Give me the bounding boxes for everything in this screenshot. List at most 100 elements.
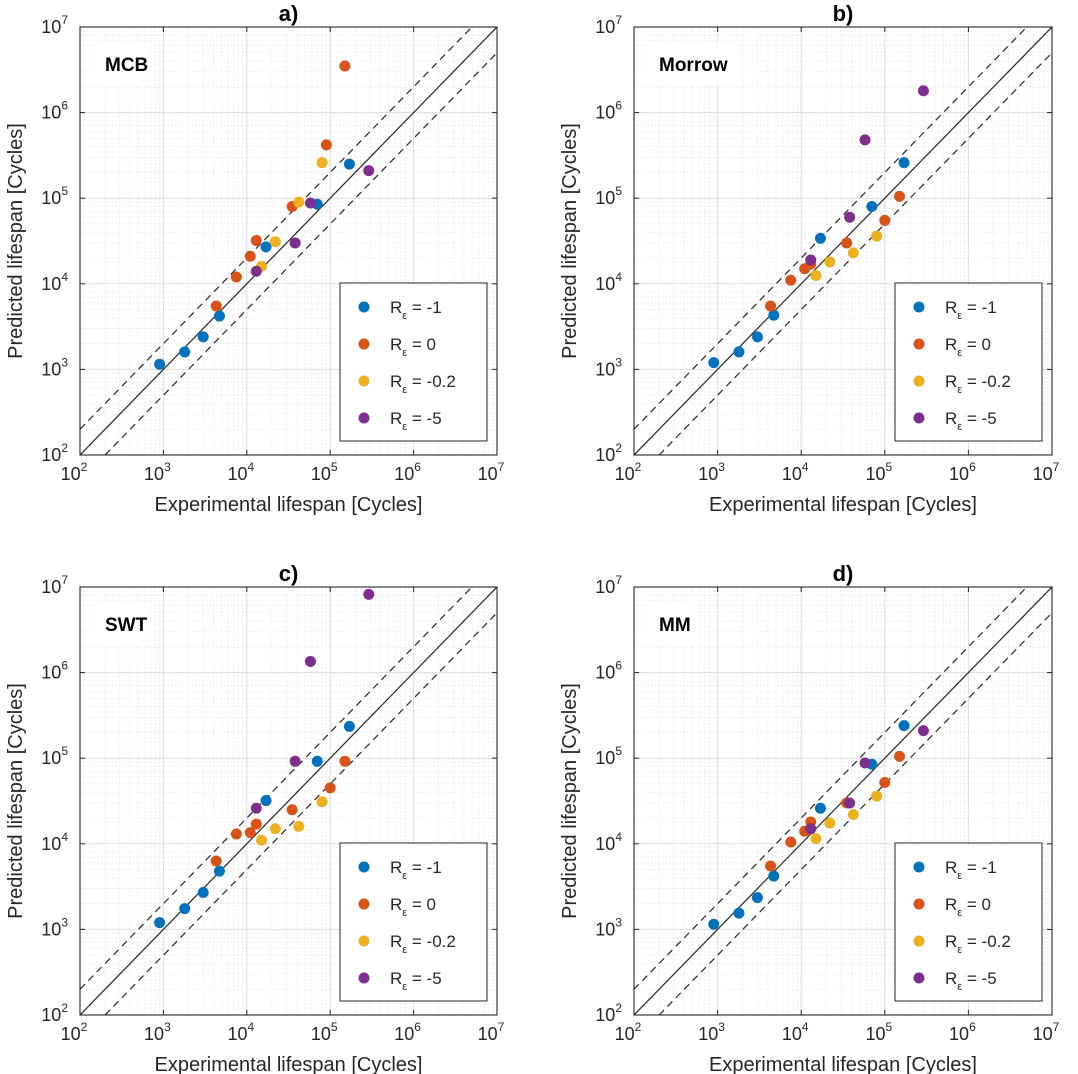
data-point-series-2 [286,804,298,816]
data-point-series-1 [154,358,166,370]
legend-entry: Rε = -1 [390,858,442,882]
legend-marker [913,972,925,984]
legend: Rε = -1Rε = 0Rε = -0.2Rε = -5 [894,842,1043,1002]
tick-exponent: 5 [61,744,68,758]
panel-title: b) [833,1,854,26]
legend-marker [913,935,925,947]
data-point-series-1 [343,158,355,170]
tick-base: 10 [61,1024,81,1044]
y-axis-label: Predicted lifespan [Cycles] [5,123,27,359]
panel-title: d) [833,561,854,586]
tick-exponent: 6 [414,460,421,474]
data-point-series-2 [320,139,332,151]
lower-band-line [104,611,497,1015]
legend-name: R [390,858,402,877]
legend-subscript: ε [402,981,407,993]
identity-line [80,587,497,1015]
data-point-series-4 [844,211,856,223]
tick-exponent: 3 [61,355,68,369]
tick-base: 10 [865,464,885,484]
method-label-bg [94,603,151,645]
y-tick-label: 107 [595,13,622,37]
data-point-series-2 [250,818,262,830]
legend-value: = -0.2 [407,372,456,391]
legend-marker [358,301,370,313]
data-point-series-3 [871,790,883,802]
tick-base: 10 [41,359,61,379]
x-tick-label: 105 [311,460,338,484]
data-point-series-1 [751,892,763,904]
tick-exponent: 5 [885,460,892,474]
legend-name: R [945,932,957,951]
data-point-series-1 [866,200,878,212]
data-point-series-3 [810,833,822,845]
legend-entry: Rε = -0.2 [945,932,1011,956]
tick-base: 10 [595,663,615,683]
data-point-series-3 [810,270,822,282]
data-point-series-1 [708,918,720,930]
tick-exponent: 2 [615,441,622,455]
tick-base: 10 [41,663,61,683]
tick-base: 10 [595,274,615,294]
data-point-series-3 [316,796,328,808]
legend-value: = -5 [962,409,997,428]
tick-base: 10 [949,1024,969,1044]
data-point-series-1 [898,720,910,732]
legend: Rε = -1Rε = 0Rε = -0.2Rε = -5 [339,842,488,1002]
legend-marker [358,412,370,424]
legend-entry: Rε = -1 [945,858,997,882]
tick-exponent: 3 [615,355,622,369]
method-label: MM [659,615,691,636]
legend-value: = -5 [407,409,442,428]
data-point-series-4 [304,197,316,209]
tick-base: 10 [595,834,615,854]
x-tick-label: 104 [782,1020,809,1044]
legend-subscript: ε [402,347,407,359]
legend-entry: Rε = -5 [945,409,997,433]
tick-base: 10 [394,464,414,484]
legend-name: R [945,372,957,391]
data-point-series-4 [805,254,817,266]
data-point-series-4 [250,265,262,277]
panel-title: a) [279,1,299,26]
legend-subscript: ε [957,870,962,882]
x-tick-label: 102 [61,460,88,484]
data-point-series-3 [824,256,836,268]
legend-marker [358,972,370,984]
data-points [154,588,375,929]
legend-subscript: ε [957,347,962,359]
tick-base: 10 [595,748,615,768]
tick-base: 10 [698,464,718,484]
legend-name: R [390,895,402,914]
x-tick-label: 105 [865,460,892,484]
tick-exponent: 7 [615,13,622,27]
tick-exponent: 4 [247,1020,254,1034]
tick-exponent: 7 [498,1020,505,1034]
y-tick-label: 103 [41,915,68,939]
legend-entry: Rε = -0.2 [945,372,1011,396]
legend-subscript: ε [957,310,962,322]
tick-exponent: 2 [61,441,68,455]
legend-name: R [390,409,402,428]
x-tick-label: 103 [144,460,171,484]
x-tick-label: 107 [478,460,505,484]
data-point-series-3 [824,817,836,829]
y-tick-label: 105 [41,744,68,768]
legend-marker [913,338,925,350]
tick-base: 10 [615,464,635,484]
tick-exponent: 6 [61,659,68,673]
y-tick-label: 104 [595,830,622,854]
legend-entry: Rε = -5 [390,969,442,993]
method-label: Morrow [659,55,728,76]
data-point-series-3 [847,247,859,259]
data-point-series-4 [805,823,817,835]
tick-base: 10 [595,445,615,465]
tick-exponent: 4 [615,830,622,844]
legend-entry: Rε = -5 [945,969,997,993]
tick-exponent: 6 [969,460,976,474]
data-point-series-4 [917,85,929,97]
tick-exponent: 5 [615,184,622,198]
data-point-series-1 [260,795,272,807]
tick-exponent: 5 [331,460,338,474]
